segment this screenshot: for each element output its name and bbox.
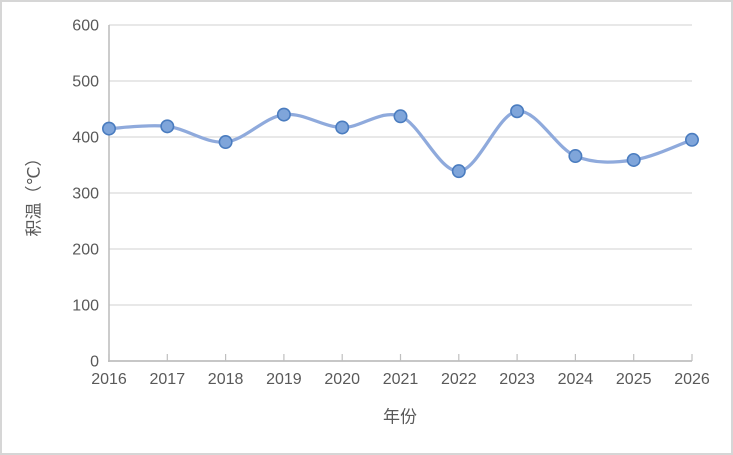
x-tick-label: 2018 xyxy=(208,371,244,388)
y-tick-label: 200 xyxy=(72,242,99,259)
x-tick-label: 2024 xyxy=(558,371,594,388)
data-point-marker xyxy=(160,119,175,134)
x-tick-label: 2026 xyxy=(674,371,710,388)
data-point-marker xyxy=(393,109,408,124)
x-tick-label: 2017 xyxy=(150,371,186,388)
y-tick-label: 500 xyxy=(72,74,99,91)
y-tick-label: 0 xyxy=(90,354,99,371)
data-point-marker xyxy=(626,152,641,167)
data-point-marker xyxy=(102,121,117,136)
data-point-marker xyxy=(451,164,466,179)
data-point-marker xyxy=(276,107,291,122)
x-tick-label: 2016 xyxy=(91,371,127,388)
x-tick-label: 2019 xyxy=(266,371,302,388)
y-tick-label: 600 xyxy=(72,18,99,35)
data-point-marker xyxy=(568,149,583,164)
y-tick-label: 300 xyxy=(72,186,99,203)
y-axis-title: 积温（℃） xyxy=(24,149,44,237)
x-tick-label: 2022 xyxy=(441,371,477,388)
x-tick-label: 2021 xyxy=(383,371,419,388)
data-point-marker xyxy=(510,104,525,119)
x-tick-label: 2025 xyxy=(616,371,652,388)
x-tick-label: 2020 xyxy=(324,371,360,388)
data-point-marker xyxy=(218,135,233,150)
data-point-marker xyxy=(684,132,699,147)
x-tick-label: 2023 xyxy=(499,371,535,388)
y-tick-label: 400 xyxy=(72,130,99,147)
data-point-marker xyxy=(335,120,350,135)
y-tick-label: 100 xyxy=(72,298,99,315)
x-axis-title: 年份 xyxy=(383,407,417,427)
